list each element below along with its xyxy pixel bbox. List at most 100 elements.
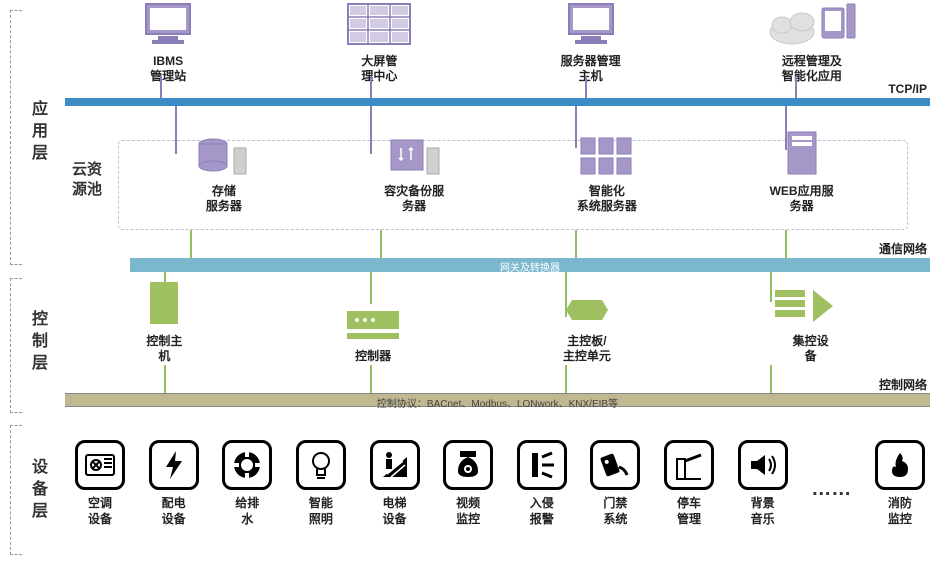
ctrl-bar-inner: 控制协议：BACnet、Modbus、LONwork、KNX/EIB等	[65, 395, 930, 410]
water-label: 给排 水	[235, 496, 259, 527]
control-row: 控制主 机 控制器 主控板/ 主控单元 集控设 备	[65, 300, 930, 365]
backup-icon	[387, 134, 442, 178]
conn	[370, 365, 372, 395]
music-icon	[738, 440, 788, 490]
conn	[380, 230, 382, 260]
item-board: 主控板/ 主控单元	[562, 288, 612, 365]
cloud-row: 存储 服务器 容灾备份服 务器 智能化 系统服务器 WEB应用服 务器	[130, 150, 900, 215]
intrusion-label: 入侵 报警	[530, 496, 554, 527]
conn	[370, 76, 372, 100]
layer-label-device: 设备层	[25, 458, 49, 524]
fire-label: 消防 监控	[888, 496, 912, 527]
ctrlhost-label: 控制主 机	[146, 334, 182, 365]
dev-light: 智能 照明	[296, 440, 346, 527]
tcp-bar	[65, 98, 930, 106]
item-ibms: IBMS 管理站	[138, 0, 198, 85]
video-icon	[443, 440, 493, 490]
dev-power: 配电 设备	[149, 440, 199, 527]
application-row: IBMS 管理站 大屏管 理中心 服务器管理 主机 远程管理及 智能化应用	[65, 10, 930, 85]
dev-access: 门禁 系统	[590, 440, 640, 527]
srv-icon	[561, 0, 621, 48]
dev-intrusion: 入侵 报警	[517, 440, 567, 527]
web-icon	[784, 128, 820, 178]
conn	[565, 365, 567, 395]
board-label: 主控板/ 主控单元	[563, 334, 611, 365]
conn	[160, 76, 162, 100]
ac-label: 空调 设备	[88, 496, 112, 527]
ac-icon	[75, 440, 125, 490]
conn	[370, 106, 372, 154]
bracket-application	[10, 10, 22, 265]
access-label: 门禁 系统	[603, 496, 627, 527]
board-icon	[562, 288, 612, 328]
remote-label: 远程管理及 智能化应用	[782, 54, 842, 85]
item-central: 集控设 备	[771, 284, 851, 365]
video-label: 视频 监控	[456, 496, 480, 527]
conn	[785, 230, 787, 260]
conn	[770, 365, 772, 395]
conn	[585, 76, 587, 100]
dev-elevator: 电梯 设备	[370, 440, 420, 527]
parking-label: 停车 管理	[677, 496, 701, 527]
elevator-label: 电梯 设备	[382, 496, 406, 527]
remote-icon	[767, 0, 857, 48]
conn	[175, 106, 177, 154]
item-storage: 存储 服务器	[196, 134, 251, 215]
backup-label: 容灾备份服 务器	[384, 184, 444, 215]
dev-parking: 停车 管理	[664, 440, 714, 527]
item-srv: 服务器管理 主机	[561, 0, 621, 85]
screen-icon	[344, 0, 414, 48]
power-label: 配电 设备	[162, 496, 186, 527]
intrusion-icon	[517, 440, 567, 490]
item-web: WEB应用服 务器	[770, 128, 834, 215]
item-smart: 智能化 系统服务器	[577, 134, 637, 215]
comm-bar-inner: 网关及转换器	[130, 259, 930, 274]
power-icon	[149, 440, 199, 490]
web-label: WEB应用服 务器	[770, 184, 834, 215]
bracket-control	[10, 278, 22, 413]
ctrlhost-icon	[144, 278, 184, 328]
elevator-icon	[370, 440, 420, 490]
controller-icon	[343, 303, 403, 343]
dev-video: 视频 监控	[443, 440, 493, 527]
screen-label: 大屏管 理中心	[361, 54, 397, 85]
storage-label: 存储 服务器	[206, 184, 242, 215]
access-icon	[590, 440, 640, 490]
device-row: 空调 设备 配电 设备 给排 水 智能 照明 电梯 设备 视频 监控 入侵 报警…	[75, 440, 925, 550]
srv-label: 服务器管理 主机	[561, 54, 621, 85]
smart-icon	[577, 134, 637, 178]
smart-label: 智能化 系统服务器	[577, 184, 637, 215]
comm-bar-label: 通信网络	[879, 240, 927, 257]
layer-label-application: 应用层	[25, 100, 49, 166]
light-icon	[296, 440, 346, 490]
dev-music: 背景 音乐	[738, 440, 788, 527]
conn	[190, 230, 192, 260]
dev-fire: 消防 监控	[875, 440, 925, 527]
fire-icon	[875, 440, 925, 490]
item-controller: 控制器	[343, 303, 403, 365]
tcp-bar-label: TCP/IP	[888, 82, 927, 96]
controller-label: 控制器	[355, 349, 391, 365]
item-backup: 容灾备份服 务器	[384, 134, 444, 215]
ellipsis: ……	[811, 478, 851, 513]
item-screen: 大屏管 理中心	[344, 0, 414, 85]
cloud-title: 云资 源池	[72, 160, 102, 199]
layer-label-control: 控制层	[25, 310, 49, 376]
conn	[575, 230, 577, 260]
central-icon	[771, 284, 851, 328]
storage-icon	[196, 134, 251, 178]
parking-icon	[664, 440, 714, 490]
conn	[164, 365, 166, 395]
item-remote: 远程管理及 智能化应用	[767, 0, 857, 85]
dev-water: 给排 水	[222, 440, 272, 527]
dev-ac: 空调 设备	[75, 440, 125, 527]
ibms-icon	[138, 0, 198, 48]
central-label: 集控设 备	[793, 334, 829, 365]
light-label: 智能 照明	[309, 496, 333, 527]
conn	[795, 76, 797, 100]
ibms-label: IBMS 管理站	[150, 54, 186, 85]
ctrl-bar-label: 控制网络	[879, 376, 927, 393]
water-icon	[222, 440, 272, 490]
bracket-device	[10, 425, 22, 555]
music-label: 背景 音乐	[751, 496, 775, 527]
